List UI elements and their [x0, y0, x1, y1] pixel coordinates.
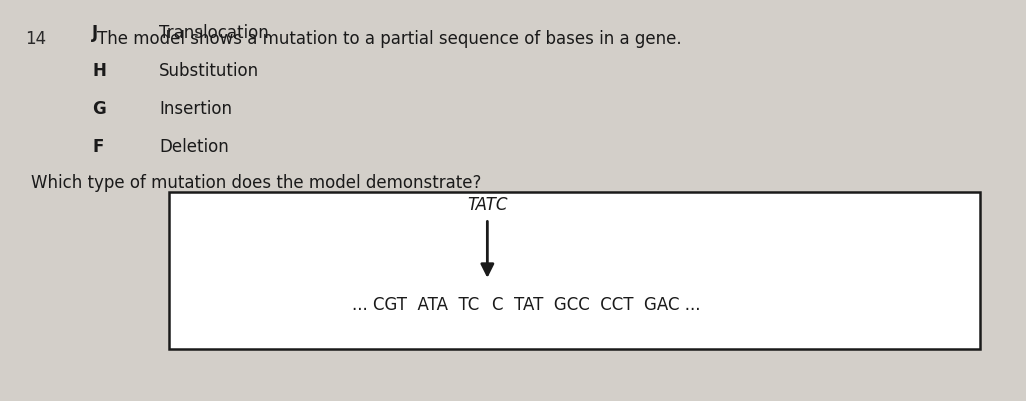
Text: Translocation: Translocation — [159, 24, 269, 42]
Text: F: F — [92, 138, 104, 156]
Text: Substitution: Substitution — [159, 62, 260, 80]
Text: J: J — [92, 24, 98, 42]
Text: C  TAT  GCC  CCT  GAC ...: C TAT GCC CCT GAC ... — [492, 296, 701, 314]
Bar — [169, 192, 980, 349]
Text: 14: 14 — [25, 30, 46, 48]
Text: Which type of mutation does the model demonstrate?: Which type of mutation does the model de… — [31, 174, 481, 192]
Text: The model shows a mutation to a partial sequence of bases in a gene.: The model shows a mutation to a partial … — [97, 30, 682, 48]
Text: H: H — [92, 62, 107, 80]
Text: Deletion: Deletion — [159, 138, 229, 156]
Text: TATC: TATC — [467, 196, 508, 213]
Text: Insertion: Insertion — [159, 100, 232, 118]
Text: ... CGT  ATA  TC: ... CGT ATA TC — [352, 296, 479, 314]
Text: G: G — [92, 100, 106, 118]
